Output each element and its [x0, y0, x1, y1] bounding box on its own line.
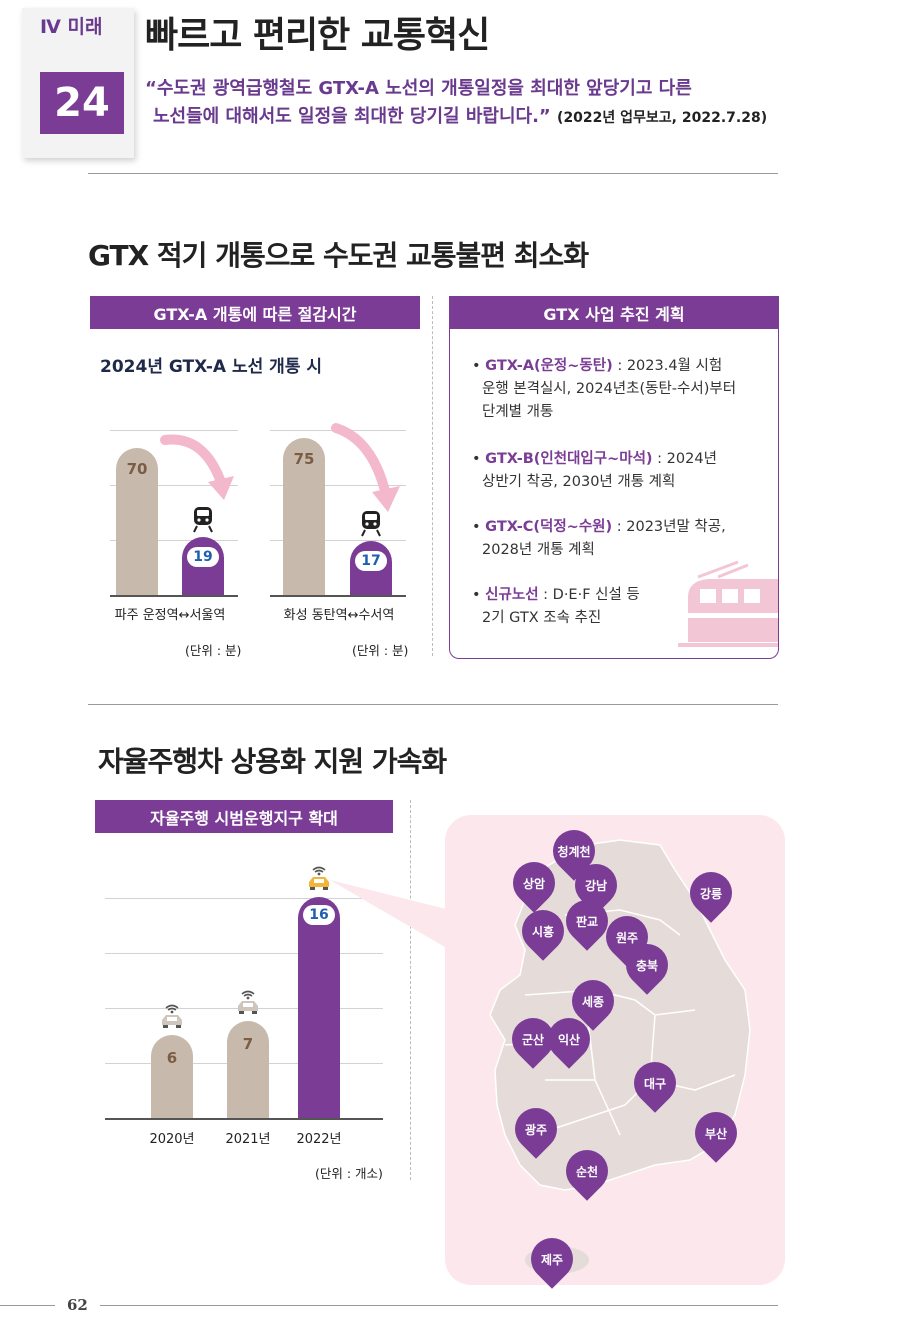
bar-value-dongtan-gtx: 17: [355, 551, 387, 572]
quote-line-2: 노선들에 대해서도 일정을 최대한 당기길 바랍니다.”: [153, 106, 551, 127]
train-icon: [191, 505, 215, 537]
map-pin-label: 부산: [704, 1126, 728, 1141]
chapter-label: Ⅳ 미래: [40, 16, 103, 38]
arrow-icon: [331, 423, 400, 512]
plan-text: 2028년 개통 계획: [482, 542, 595, 558]
page-number: 62: [67, 1296, 88, 1314]
plan-name: GTX-B(인천대입구~마석): [485, 451, 653, 467]
plan-item: • 신규노선 : D·E·F 신설 등 2기 GTX 조속 추진: [472, 584, 772, 630]
grid-line: [270, 540, 406, 541]
grid-line: [270, 485, 406, 486]
footer-line: [100, 1305, 778, 1306]
auto-chart-header: 자율주행 시범운행지구 확대: [95, 800, 393, 833]
axis-baseline: [105, 1118, 383, 1120]
bar-value-paju-current: 70: [126, 460, 148, 478]
bar-paju-current: [116, 448, 158, 595]
plan-text: : 2023.4월 시험: [612, 358, 723, 374]
map-pin-label: 시흥: [531, 924, 555, 939]
axis-baseline: [270, 595, 406, 597]
map-pin-label: 강릉: [699, 886, 723, 901]
category-label: 파주 운정역↔서울역: [114, 608, 226, 623]
plan-text: 상반기 착공, 2030년 개통 계획: [482, 474, 676, 490]
axis-baseline: [110, 595, 238, 597]
plan-item: • GTX-A(운정~동탄) : 2023.4월 시험 운행 본격실시, 202…: [472, 355, 772, 424]
column-divider: [410, 800, 411, 1180]
page-title: 빠르고 편리한 교통혁신: [145, 15, 490, 56]
gtx-chart-subtitle: 2024년 GTX-A 노선 개통 시: [100, 357, 323, 377]
bar-value-dongtan-current: 75: [293, 449, 315, 468]
map-pin-label: 광주: [524, 1122, 548, 1137]
map-pin-label: 대구: [643, 1076, 667, 1091]
bar-2022: [298, 897, 340, 1118]
train-illustration: [678, 560, 778, 647]
plan-name: 신규노선: [485, 587, 539, 603]
quote-line-1: “수도권 광역급행철도 GTX-A 노선의 개통일정을 최대한 앞당기고 다른: [145, 78, 692, 99]
category-label: 2021년: [225, 1132, 271, 1147]
gtx-plan-box: • GTX-A(운정~동탄) : 2023.4월 시험 운행 본격실시, 202…: [449, 329, 779, 659]
arrow-icon: [160, 434, 234, 500]
car-icon: [158, 1001, 186, 1035]
plan-name: GTX-C(덕정~수원): [485, 519, 613, 535]
bar-dongtan-current: [283, 437, 325, 595]
unit-label: (단위 : 분): [185, 643, 242, 658]
train-icon: [359, 509, 383, 541]
category-label: 2020년: [149, 1132, 195, 1147]
gtx-chart: 70 19 파주 운정역↔서울역 (단위 : 분) 75 17 화성 동탄역↔수…: [100, 380, 420, 670]
column-divider: [432, 296, 433, 656]
plan-text: 2기 GTX 조속 추진: [482, 610, 602, 626]
car-icon: [234, 987, 262, 1021]
grid-line: [110, 485, 238, 486]
map-pin-label: 원주: [615, 930, 639, 945]
car-icon: [305, 863, 333, 897]
quote-source: (2022년 업무보고, 2022.7.28): [557, 110, 768, 126]
unit-label: (단위 : 개소): [315, 1166, 383, 1181]
map-pin-label: 청계천: [557, 844, 591, 859]
bar-value-2021: 7: [242, 1035, 254, 1054]
map-pin-label: 세종: [581, 994, 605, 1009]
plan-item: • GTX-B(인천대입구~마석) : 2024년 상반기 착공, 2030년 …: [472, 448, 772, 494]
gtx-plan-header: GTX 사업 추진 계획: [449, 296, 779, 329]
bar-value-paju-gtx: 19: [187, 547, 219, 568]
auto-chart: 6 7 16 2020년 2021년 2022년 (단위 : 개소): [105, 840, 405, 1190]
bar-2020: [151, 1035, 193, 1118]
section-title-auto: 자율주행차 상용화 지원 가속화: [98, 745, 447, 778]
plan-text: : D·E·F 신설 등: [538, 587, 640, 603]
plan-name: GTX-A(운정~동탄): [485, 358, 613, 374]
grid-line: [105, 953, 383, 954]
category-label: 2022년: [296, 1132, 342, 1147]
map-pin-label: 순천: [575, 1164, 599, 1179]
section-title-gtx: GTX 적기 개통으로 수도권 교통불편 최소화: [88, 239, 589, 272]
plan-item: • GTX-C(덕정~수원) : 2023년말 착공, 2028년 개통 계획: [472, 516, 772, 562]
grid-line: [110, 540, 238, 541]
divider: [88, 704, 778, 705]
divider: [88, 173, 778, 174]
map-pin-label: 제주: [540, 1252, 564, 1267]
grid-line: [110, 430, 238, 431]
map-pin-label: 강남: [584, 878, 608, 893]
grid-line: [105, 898, 383, 899]
plan-text: 운행 본격실시, 2024년초(동탄-수서)부터: [482, 381, 737, 397]
section-number: 24: [40, 72, 124, 134]
plan-text: : 2024년: [652, 451, 717, 467]
map-pin-label: 충북: [635, 958, 659, 973]
map-pin-label: 군산: [521, 1032, 545, 1047]
unit-label: (단위 : 분): [352, 643, 409, 658]
plan-text: : 2023년말 착공,: [612, 519, 726, 535]
bar-2021: [227, 1021, 269, 1118]
plan-text: 단계별 개통: [482, 404, 554, 420]
map-pin-label: 판교: [575, 914, 599, 929]
category-label: 화성 동탄역↔수서역: [283, 608, 395, 623]
map-pin-label: 익산: [557, 1032, 581, 1047]
map-pin-label: 상암: [522, 876, 546, 891]
bar-value-2020: 6: [166, 1049, 178, 1068]
gtx-chart-header: GTX-A 개통에 따른 절감시간: [90, 296, 420, 329]
callout-wedge: [330, 880, 450, 950]
bar-value-2022: 16: [303, 905, 335, 926]
quote: “수도권 광역급행철도 GTX-A 노선의 개통일정을 최대한 앞당기고 다른 …: [145, 75, 885, 132]
footer-line: [0, 1305, 55, 1306]
